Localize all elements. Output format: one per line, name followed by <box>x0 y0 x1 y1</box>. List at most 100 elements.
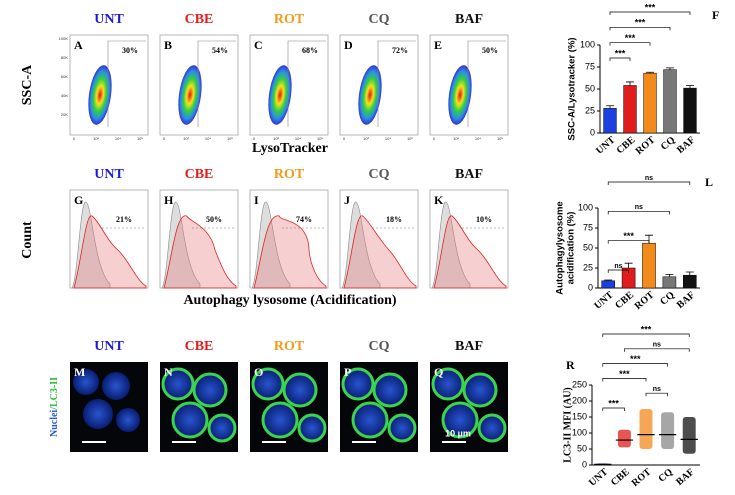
significance-label: ns <box>653 386 661 393</box>
x-tick-label: 10³ <box>273 136 279 141</box>
error-bar <box>626 81 634 86</box>
y-tick-label: 200 <box>572 395 587 405</box>
y-axis-label: acidification (%) <box>566 212 577 285</box>
x-tick-label: 10⁴ <box>115 136 121 141</box>
y-tick-label: 100 <box>578 202 593 212</box>
marker-percent: 21% <box>116 215 132 224</box>
x-tick-label: 10⁴ <box>385 136 391 141</box>
y-tick-label: 75 <box>585 61 595 71</box>
x-tick-label: 10³ <box>453 136 459 141</box>
panel-letter: K <box>434 193 444 207</box>
control-histogram <box>161 201 201 289</box>
error-bar <box>606 105 614 109</box>
significance-label: *** <box>635 18 646 28</box>
significance-label: *** <box>619 369 630 379</box>
sample-histogram <box>163 215 237 289</box>
group-header: ROT <box>274 12 305 27</box>
group-header: BAF <box>455 167 483 182</box>
x-tick-label: 10⁵ <box>317 136 323 141</box>
x-tick-label: 0 <box>343 136 346 141</box>
control-histogram <box>71 201 111 289</box>
control-histogram <box>341 201 381 289</box>
significance-label: *** <box>645 2 656 12</box>
panel-letter: B <box>164 38 172 52</box>
significance-bracket <box>607 240 650 244</box>
y-tick-label: 50 <box>577 443 587 453</box>
x-tick-label: 10⁴ <box>475 136 481 141</box>
y-tick-label: 250 <box>572 379 587 389</box>
sample-histogram <box>73 215 147 289</box>
significance-bracket <box>607 269 629 273</box>
significance-label: *** <box>615 48 626 58</box>
group-header: BAF <box>455 339 483 354</box>
error-bar <box>666 67 674 70</box>
panel-letter: A <box>74 38 83 52</box>
y-tick-label: 0 <box>582 459 587 469</box>
group-header: ROT <box>274 167 305 182</box>
y-tick-label: 0 <box>588 282 593 292</box>
panel-letter: M <box>74 365 85 379</box>
significance-bracket <box>609 57 631 61</box>
gate-percent: 68% <box>302 46 318 55</box>
significance-label: *** <box>625 33 636 43</box>
group-header: CQ <box>369 12 390 27</box>
sample-histogram <box>433 215 507 289</box>
y-axis-label: SSC-A/Lysotracker (%) <box>567 37 578 140</box>
panel-letter: G <box>74 193 83 207</box>
group-header: CBE <box>185 167 214 182</box>
panel-letter: N <box>164 365 173 379</box>
sample-histogram <box>343 215 417 289</box>
x-tick-label: 10⁴ <box>205 136 211 141</box>
x-tick-label: 10³ <box>93 136 99 141</box>
group-header: CBE <box>185 12 214 27</box>
panel-letter: P <box>344 365 351 379</box>
y-tick-label: 80K <box>61 55 68 60</box>
panel-letter: O <box>254 365 263 379</box>
marker-percent: 50% <box>206 215 222 224</box>
x-tick-label: 10⁴ <box>295 136 301 141</box>
y-tick-label: 50 <box>583 242 593 252</box>
y-tick-label: 25 <box>583 262 593 272</box>
y-tick-label: 20K <box>61 112 68 117</box>
significance-bracket <box>607 210 670 215</box>
y-tick-label: 100K <box>59 36 69 41</box>
density-blob <box>268 65 292 125</box>
bar <box>603 108 617 134</box>
x-tick-label: 10⁵ <box>227 136 233 141</box>
gate-percent: 30% <box>122 46 138 55</box>
y-axis-label: LC3-II MFI (AU) <box>562 387 573 463</box>
y-tick-label: 150 <box>572 411 587 421</box>
significance-bracket <box>602 378 647 382</box>
group-header: UNT <box>94 12 124 27</box>
significance-bracket <box>607 181 691 185</box>
gate <box>467 40 506 127</box>
significance-bracket <box>609 26 671 31</box>
panel-letter: H <box>164 193 174 207</box>
dot-spread <box>617 429 631 448</box>
group-header: UNT <box>94 339 124 354</box>
panel-letter: E <box>434 38 442 52</box>
significance-bracket <box>602 363 668 367</box>
control-histogram <box>251 201 291 289</box>
significance-bracket <box>602 333 690 337</box>
significance-bracket <box>624 348 690 352</box>
significance-bracket <box>609 42 651 46</box>
gate <box>197 40 236 127</box>
panel-letter: Q <box>434 365 443 379</box>
x-tick-label: 10⁵ <box>497 136 503 141</box>
y-tick-label: 40K <box>61 93 68 98</box>
error-bar <box>604 279 613 281</box>
x-tick-label: 0 <box>253 136 256 141</box>
bar <box>683 87 697 134</box>
group-header: UNT <box>94 167 124 182</box>
x-tick-label: 10⁵ <box>407 136 413 141</box>
row-ylabel: Count <box>20 221 35 259</box>
bar <box>683 274 697 289</box>
x-tick-label: 10⁵ <box>137 136 143 141</box>
gate <box>287 40 326 127</box>
density-blob <box>178 65 202 125</box>
row-xlabel: LysoTracker <box>252 141 328 156</box>
gate-percent: 50% <box>482 46 498 55</box>
panel-letter: L <box>705 175 713 189</box>
